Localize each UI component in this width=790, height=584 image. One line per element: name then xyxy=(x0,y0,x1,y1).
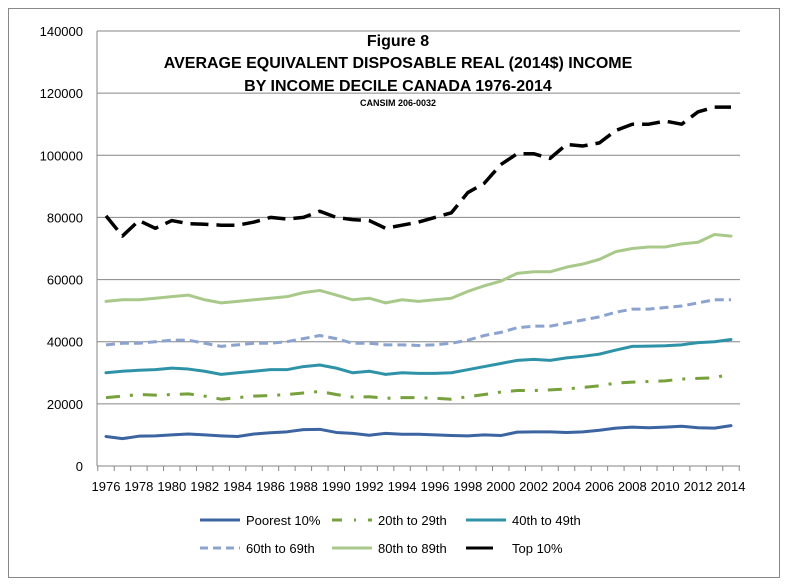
x-tick-label: 1998 xyxy=(453,479,482,494)
x-tick-label: 2010 xyxy=(651,479,680,494)
x-tick-label: 1988 xyxy=(289,479,318,494)
y-tick-label: 140000 xyxy=(40,24,83,39)
x-tick-label: 2002 xyxy=(519,479,548,494)
title-line-1: Figure 8 xyxy=(367,33,429,50)
x-tick-label: 1992 xyxy=(355,479,384,494)
y-tick-label: 40000 xyxy=(47,335,83,350)
title-line-3: BY INCOME DECILE CANADA 1976-2014 xyxy=(244,78,552,95)
x-tick-label: 1982 xyxy=(190,479,219,494)
legend-item: 40th to 49th xyxy=(466,513,581,528)
axes xyxy=(96,31,740,471)
x-tick-label: 1994 xyxy=(388,479,417,494)
series-line-40th-to-49th xyxy=(104,338,733,376)
x-tick-label: 2000 xyxy=(486,479,515,494)
x-tick-labels: 1976 1978 1980 1982 1984 1986 1988 1990 1992 1994… xyxy=(92,479,746,494)
legend-item: 20th to 29th xyxy=(332,513,447,528)
title-line-2: AVERAGE EQUIVALENT DISPOSABLE REAL (2014… xyxy=(164,55,633,72)
y-tick-label: 80000 xyxy=(47,210,83,225)
legend-item: Poorest 10% xyxy=(200,513,321,528)
legend-label: 60th to 69th xyxy=(246,541,315,556)
chart-frame xyxy=(8,8,780,578)
legend-label: 20th to 29th xyxy=(378,513,447,528)
x-tick-label: 1990 xyxy=(322,479,351,494)
x-tick-label: 1980 xyxy=(157,479,186,494)
x-tick-label: 2012 xyxy=(684,479,713,494)
x-tick-label: 1976 xyxy=(92,479,121,494)
legend: Poorest 10% 20th to 29th 40th to 49th 60th … xyxy=(200,513,581,556)
y-tick-labels: 0 20000 40000 60000 80000 100000 120000 140000 xyxy=(40,24,83,474)
x-tick-label: 2004 xyxy=(552,479,581,494)
series-lines xyxy=(104,105,733,441)
series-line-80th-to-89th xyxy=(104,233,733,305)
x-tick-label: 2008 xyxy=(618,479,647,494)
y-tick-label: 60000 xyxy=(47,273,83,288)
y-tick-label: 20000 xyxy=(47,397,83,412)
chart-title: Figure 8 AVERAGE EQUIVALENT DISPOSABLE R… xyxy=(164,33,633,108)
x-tick-label: 1996 xyxy=(420,479,449,494)
y-tick-label: 0 xyxy=(76,459,83,474)
legend-item: 80th to 89th xyxy=(332,541,447,556)
x-tick-label: 2014 xyxy=(717,479,746,494)
series-line-top-10- xyxy=(104,105,731,238)
legend-label: 80th to 89th xyxy=(378,541,447,556)
legend-item: 60th to 69th xyxy=(200,541,315,556)
x-tick-label: 1986 xyxy=(256,479,285,494)
y-tick-label: 100000 xyxy=(40,148,83,163)
y-tick-label: 120000 xyxy=(40,86,83,101)
series-line-poorest-10- xyxy=(104,424,733,441)
legend-label: Top 10% xyxy=(512,541,563,556)
series-line-60th-to-69th xyxy=(105,298,731,348)
x-tick-label: 1978 xyxy=(124,479,153,494)
legend-label: Poorest 10% xyxy=(246,513,321,528)
legend-label: 40th to 49th xyxy=(512,513,581,528)
series-line-20th-to-29th xyxy=(105,372,732,401)
legend-item: Top 10% xyxy=(466,541,563,556)
x-tick-label: 2006 xyxy=(585,479,614,494)
chart-subtitle: CANSIM 206-0032 xyxy=(360,98,436,108)
x-tick-label: 1984 xyxy=(223,479,252,494)
